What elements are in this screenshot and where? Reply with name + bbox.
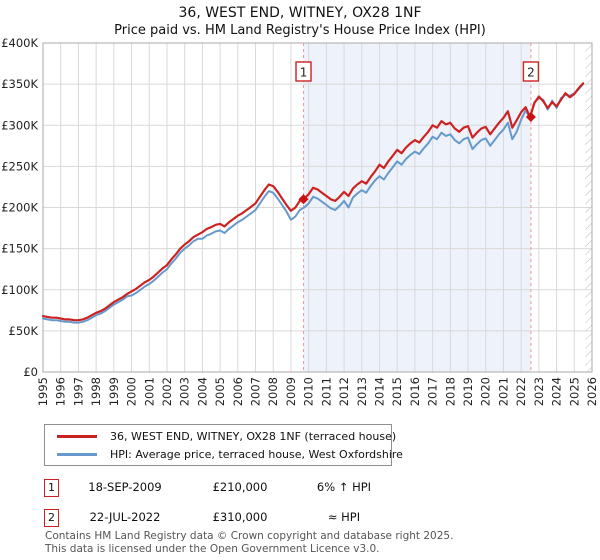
legend-item-property: 36, WEST END, WITNEY, OX28 1NF (terraced… [45, 429, 396, 444]
y-axis-tick-label: £350K [1, 77, 38, 91]
x-axis-tick-label: 2017 [426, 377, 440, 406]
x-axis-tick-label: 2022 [514, 377, 528, 406]
x-axis-tick-label: 1996 [54, 377, 68, 406]
sale-annotation-row-1: 1 18-SEP-2009 £210,000 6% ↑ HPI [0, 479, 600, 498]
y-axis-tick-label: £300K [1, 118, 38, 132]
y-axis-tick-label: £50K [9, 324, 39, 338]
x-axis-tick-label: 2001 [142, 377, 156, 406]
sale-1-date: 18-SEP-2009 [88, 480, 162, 494]
blue-line-swatch [57, 452, 97, 456]
x-axis-tick-label: 2002 [160, 377, 174, 406]
price-paid-line [41, 82, 585, 322]
y-axis-tick-label: £400K [1, 36, 38, 50]
legend-label: 36, WEST END, WITNEY, OX28 1NF (terraced… [110, 429, 397, 443]
x-axis-tick-label: 2026 [585, 377, 599, 406]
footer-line-2: This data is licensed under the Open Gov… [45, 542, 380, 555]
sale-1-number-badge: 1 [44, 479, 59, 497]
license-footer: Contains HM Land Registry data © Crown c… [45, 530, 585, 555]
x-axis-tick-label: 2023 [532, 377, 546, 406]
red-line-swatch [57, 434, 97, 438]
x-axis-tick-label: 1999 [107, 377, 121, 406]
x-axis-tick-label: 2003 [178, 377, 192, 406]
x-axis-tick-label: 2009 [284, 377, 298, 406]
y-axis-tick-label: £100K [1, 283, 38, 297]
x-axis-tick-label: 2004 [195, 377, 209, 406]
footer-line-1: Contains HM Land Registry data © Crown c… [45, 530, 454, 542]
y-axis-tick-label: £0 [23, 365, 38, 379]
x-axis-tick-label: 1997 [71, 377, 85, 406]
x-axis-tick-label: 2000 [125, 377, 139, 406]
x-axis-tick-label: 2014 [372, 377, 386, 406]
sale-1-price: £210,000 [212, 480, 268, 494]
x-axis-tick-label: 2010 [302, 377, 316, 406]
sale-1-label-text: 1 [300, 66, 308, 80]
x-axis-tick-label: 2016 [408, 377, 422, 406]
x-axis-tick-label: 2019 [461, 377, 475, 406]
legend-label: HPI: Average price, terraced house, West… [110, 447, 403, 461]
sale-annotation-row-2: 2 22-JUL-2022 £310,000 ≈ HPI [0, 509, 600, 528]
sale-1-diamond-marker [298, 194, 309, 205]
x-axis-tick-label: 2015 [390, 377, 404, 406]
x-axis-tick-label: 1998 [89, 377, 103, 406]
price-line-chart: 1 2 £0 £50K £100K £150K £200K £250K £300K £350K £4… [1, 36, 599, 406]
sale-2-price: £310,000 [212, 510, 268, 524]
y-axis-tick-label: £250K [1, 159, 38, 173]
x-axis-tick-label: 2024 [550, 377, 564, 406]
x-axis-tick-label: 1995 [36, 377, 50, 406]
sale-1-label-box [295, 61, 312, 82]
sale-2-diamond-marker [525, 112, 536, 123]
sale-2-date: 22-JUL-2022 [89, 510, 161, 524]
x-axis-tick-label: 2020 [479, 377, 493, 406]
x-axis-tick-label: 2007 [249, 377, 263, 406]
hpi-line [42, 83, 585, 324]
x-axis-tick-label: 2025 [567, 377, 581, 406]
sale-2-hpi-note: ≈ HPI [327, 510, 361, 524]
x-axis-tick-label: 2012 [337, 377, 351, 406]
x-axis-tick-label: 2011 [319, 377, 333, 406]
page-title: 36, WEST END, WITNEY, OX28 1NF [178, 5, 422, 21]
x-axis-tick-label: 2005 [213, 377, 227, 406]
sale-2-number-badge: 2 [44, 509, 59, 527]
sale-1-hpi-note: 6% ↑ HPI [316, 480, 372, 494]
chart-legend: 36, WEST END, WITNEY, OX28 1NF (terraced… [44, 424, 403, 466]
x-axis-tick-label: 2018 [443, 377, 457, 406]
x-axis-tick-label: 2021 [496, 377, 510, 406]
y-axis-tick-label: £150K [1, 242, 38, 256]
x-axis-tick-label: 2008 [266, 377, 280, 406]
sale-2-label-box [522, 61, 540, 82]
sale-2-label-text: 2 [527, 66, 535, 80]
plot-border [42, 42, 593, 373]
x-axis-tick-label: 2006 [231, 377, 245, 406]
y-axis-tick-label: £200K [1, 201, 38, 215]
x-axis-tick-label: 2013 [355, 377, 369, 406]
page-subtitle: Price paid vs. HM Land Registry's House … [114, 23, 486, 38]
legend-item-hpi: HPI: Average price, terraced house, West… [45, 447, 403, 462]
